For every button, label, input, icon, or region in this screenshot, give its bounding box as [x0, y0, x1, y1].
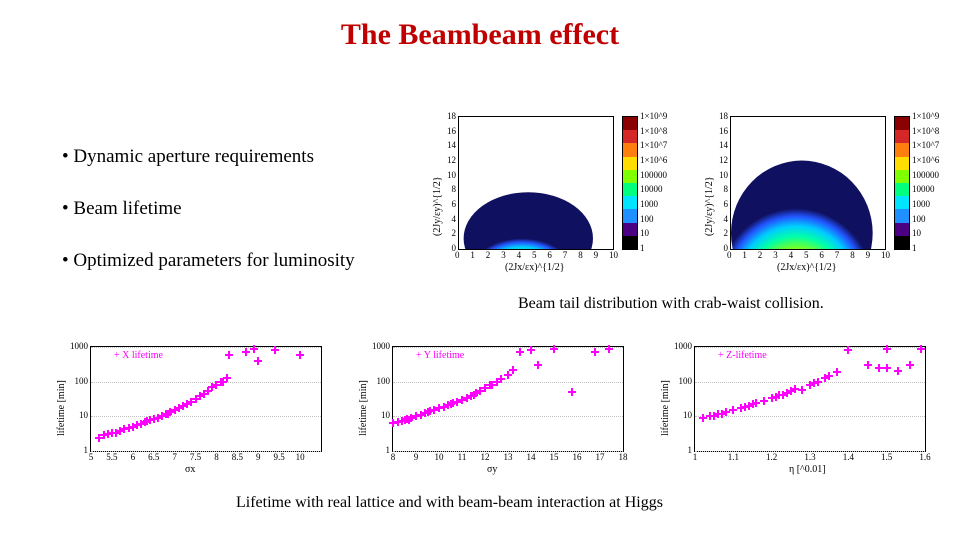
- page-title: The Beambeam effect: [0, 18, 960, 52]
- lifetime-panel: 1101001000lifetime [min]55.566.577.588.5…: [44, 340, 334, 480]
- bullet-item: Optimized parameters for luminosity: [62, 250, 442, 272]
- bullet-list: Dynamic aperture requirements Beam lifet…: [22, 146, 442, 302]
- bullet-item: Dynamic aperture requirements: [62, 146, 442, 168]
- lifetime-caption-text: Lifetime with real lattice and with beam…: [236, 494, 663, 511]
- lifetime-panel: 1101001000lifetime [min]8910111213141516…: [346, 340, 636, 480]
- bullet-item: Beam lifetime: [62, 198, 442, 220]
- lifetime-panel: 1101001000lifetime [min]11.11.21.31.41.5…: [648, 340, 938, 480]
- heatmap-caption-text: Beam tail distribution with crab-waist c…: [518, 295, 824, 312]
- heatmap-panel: 024681012141618012345678910(2Jy/εy)^{1/2…: [418, 108, 678, 278]
- heatmap-panel: 024681012141618012345678910(2Jy/εy)^{1/2…: [690, 108, 950, 278]
- title-text: The Beambeam effect: [341, 18, 619, 51]
- heatmap-caption: Beam tail distribution with crab-waist c…: [518, 295, 824, 313]
- lifetime-caption: Lifetime with real lattice and with beam…: [236, 494, 663, 512]
